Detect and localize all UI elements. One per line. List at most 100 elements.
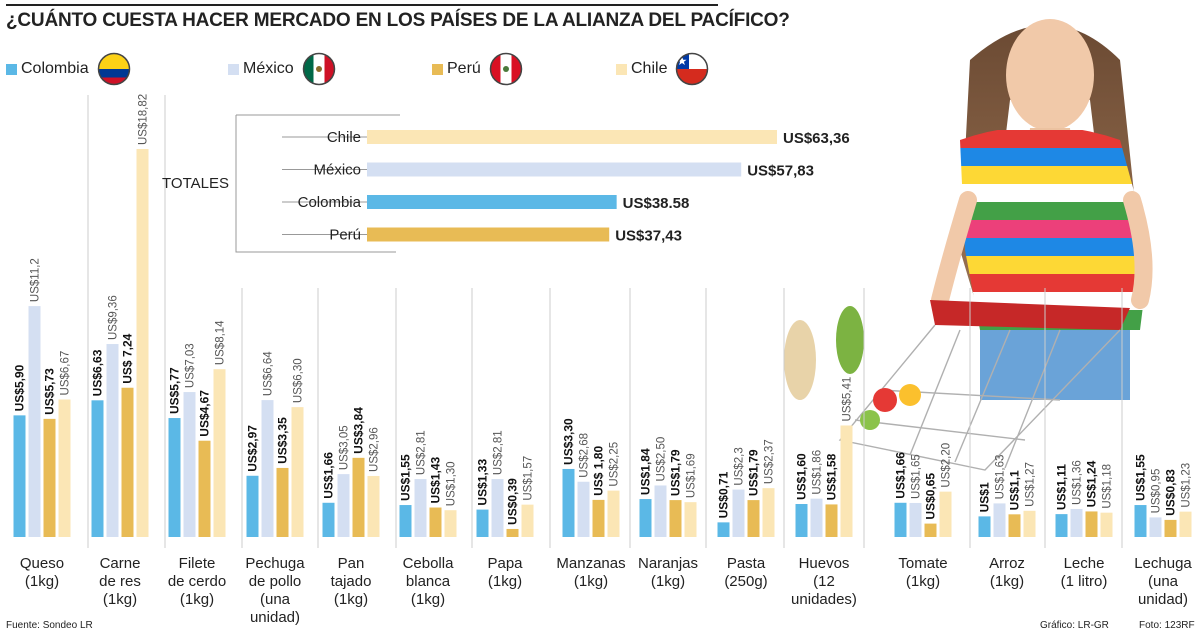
bar-label-leche-colombia: US$1,11 [1055, 464, 1069, 510]
legend-swatch-mexico [228, 63, 239, 75]
bar-papa-colombia [476, 509, 489, 537]
bar-label-naranjas-mexico: US$2,50 [656, 437, 668, 482]
bar-label-tomate-chile: US$2,20 [941, 443, 953, 488]
bar-label-huevos-peru: US$1,58 [825, 453, 839, 500]
bar-label-arroz-peru: US$1,1 [1008, 470, 1022, 510]
bar-label-naranjas-colombia: US$1,84 [639, 448, 653, 495]
bar-cebolla-chile [444, 510, 457, 537]
totals-category-colombia: Colombia [298, 194, 362, 211]
totals-bracket [235, 114, 400, 253]
bar-naranjas-colombia [639, 499, 652, 537]
category-label-filete: de cerdo [168, 573, 226, 590]
category-label-manzanas: Manzanas [556, 555, 625, 572]
bar-label-carne-peru: US$ 7,24 [121, 333, 135, 383]
category-label-cebolla: Cebolla [403, 555, 455, 572]
legend-swatch-colombia [6, 63, 17, 75]
totals-title: TOTALES [162, 175, 229, 192]
bar-pasta-chile [762, 488, 775, 537]
bar-pasta-peru [747, 500, 760, 537]
category-label-huevos: unidades) [791, 591, 857, 608]
bar-pasta-colombia [717, 522, 730, 537]
bar-pan-peru [352, 457, 365, 537]
bar-tomate-colombia [894, 502, 907, 537]
bar-label-naranjas-chile: US$1,69 [686, 453, 698, 498]
bar-carne-peru [121, 387, 134, 537]
bar-label-pechuga-peru: US$3,35 [276, 417, 290, 464]
legend-item-chile: Chile [616, 52, 709, 86]
category-label-carne: (1kg) [103, 591, 137, 608]
category-label-filete: Filete [179, 555, 216, 572]
bar-label-pan-peru: US$3,84 [352, 407, 366, 454]
category-label-cebolla: blanca [406, 573, 451, 590]
category-label-huevos: Huevos [799, 555, 850, 572]
category-label-pasta: (250g) [724, 573, 767, 590]
bar-label-pan-chile: US$2,96 [369, 427, 381, 472]
bar-lechuga-colombia [1134, 505, 1147, 537]
totals-value-chile: US$63,36 [783, 130, 850, 147]
chart-title: ¿CUÁNTO CUESTA HACER MERCADO EN LOS PAÍS… [6, 10, 790, 31]
bar-label-tomate-mexico: US$1,65 [911, 454, 923, 499]
bar-arroz-chile [1023, 510, 1036, 537]
category-label-pechuga: unidad) [250, 609, 300, 626]
bar-filete-mexico [183, 392, 196, 537]
legend-item-colombia: Colombia [6, 52, 131, 86]
graphic-credit: Gráfico: LR-GR [1040, 620, 1109, 631]
category-label-pan: tajado [331, 573, 372, 590]
bar-group-manzanas: US$3,30 US$2,68 US$ 1,80 US$2,25 [562, 418, 621, 537]
category-label-carne: Carne [100, 555, 141, 572]
bar-manzanas-chile [607, 490, 620, 537]
bar-group-naranjas: US$1,84 US$2,50 US$1,79 US$1,69 [639, 437, 698, 537]
category-label-manzanas: (1kg) [574, 573, 608, 590]
legend-label-peru: Perú [447, 60, 481, 77]
peru-flag-icon [489, 52, 523, 86]
legend-item-peru: Perú [432, 52, 523, 86]
category-label-filete: (1kg) [180, 591, 214, 608]
bar-manzanas-mexico [577, 481, 590, 537]
bar-papa-mexico [491, 479, 504, 537]
bar-label-manzanas-peru: US$ 1,80 [592, 446, 606, 496]
bar-label-leche-mexico: US$1,36 [1072, 460, 1084, 505]
bar-label-arroz-colombia: US$1 [978, 482, 992, 512]
bar-group-huevos: US$1,60 US$1,86 US$1,58 US$5,41 [795, 377, 854, 537]
bar-label-filete-mexico: US$7,03 [185, 343, 197, 388]
shopper-with-cart-photo-icon [784, 19, 1153, 471]
category-label-leche: Leche [1064, 555, 1105, 572]
totals-value-colombia: US$38.58 [623, 195, 690, 212]
bar-label-filete-peru: US$4,67 [198, 390, 212, 437]
bar-pechuga-chile [291, 407, 304, 537]
bar-pan-mexico [337, 474, 350, 537]
bar-manzanas-colombia [562, 468, 575, 537]
category-label-pasta: Pasta [727, 555, 766, 572]
bar-group-arroz: US$1 US$1,63 US$1,1 US$1,27 [978, 455, 1037, 537]
bar-label-filete-chile: US$8,14 [215, 320, 227, 365]
bar-carne-chile [136, 149, 149, 537]
category-label-lechuga: Lechuga [1134, 555, 1192, 572]
bar-cebolla-colombia [399, 505, 412, 537]
bar-huevos-chile [840, 425, 853, 537]
bar-naranjas-peru [669, 500, 682, 537]
bar-manzanas-peru [592, 499, 605, 537]
legend-label-colombia: Colombia [21, 60, 89, 77]
category-label-tomate: Tomate [898, 555, 947, 572]
bar-label-arroz-mexico: US$1,63 [995, 455, 1007, 500]
category-label-carne: de res [99, 573, 141, 590]
category-label-lechuga: (una [1148, 573, 1179, 590]
legend-item-mexico: México [228, 52, 336, 86]
bar-label-queso-mexico: US$11,2 [30, 258, 42, 302]
legend-swatch-chile [616, 63, 627, 75]
totals-value-peru: US$37,43 [615, 228, 682, 245]
totals-bar-mexico [367, 162, 742, 177]
bar-label-lechuga-peru: US$0,83 [1164, 469, 1178, 516]
bar-cebolla-peru [429, 507, 442, 537]
category-label-pechuga: de pollo [249, 573, 302, 590]
bar-label-cebolla-peru: US$1,43 [429, 456, 443, 503]
bar-lechuga-mexico [1149, 517, 1162, 537]
bar-label-pasta-mexico: US$2,3 [734, 447, 746, 485]
